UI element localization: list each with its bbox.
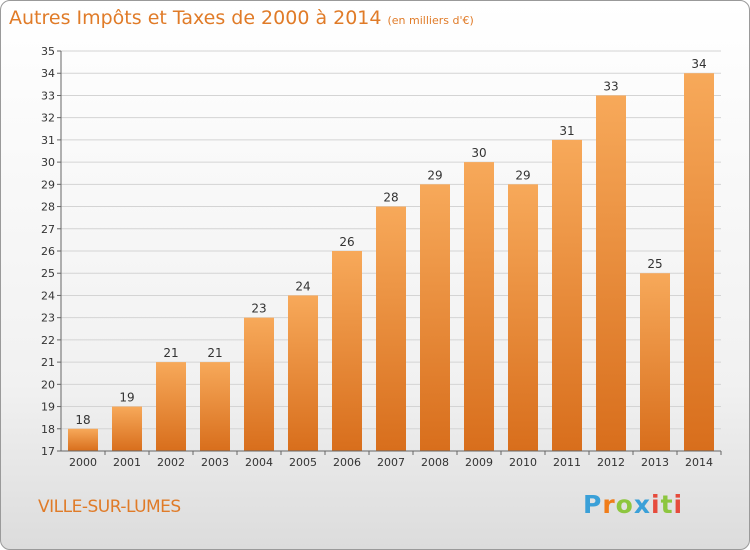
bar-value-label: 18 [75,413,90,427]
y-tick-label: 26 [41,245,55,258]
bar-2006 [332,251,362,451]
y-tick-label: 33 [41,89,55,102]
bar-value-label: 30 [471,146,486,160]
x-tick-label: 2007 [377,456,405,469]
y-tick-label: 28 [41,201,55,214]
bar-value-label: 33 [603,79,618,93]
y-tick-label: 31 [41,134,55,147]
y-tick-label: 25 [41,267,55,280]
y-tick-label: 27 [41,223,55,236]
bar-value-label: 19 [119,391,134,405]
y-tick-label: 21 [41,356,55,369]
bar-2012 [596,95,626,451]
bar-2007 [376,206,406,451]
bar-2013 [640,273,670,451]
bars: 18 19 21 21 23 24 26 28 29 30 29 31 33 25 34 [68,57,714,452]
bar-2005 [288,295,318,451]
y-tick-label: 18 [41,423,55,436]
x-tick-label: 2005 [289,456,317,469]
title-unit: (en milliers d'€) [387,14,474,27]
bar-2002 [156,362,186,451]
y-tick-label: 19 [41,401,55,414]
chart-title: Autres Impôts et Taxes de 2000 à 2014 (en… [9,7,474,29]
x-axis: 2000 2001 2002 2003 2004 2005 2006 2007 2008 2009… [61,450,722,469]
bar-2008 [420,184,450,452]
bar-2014 [684,73,714,451]
bar-value-label: 34 [691,57,706,71]
x-tick-label: 2014 [685,456,713,469]
city-name: VILLE-SUR-LUMES [38,497,181,517]
proxiti-logo: Proxiti [583,490,684,519]
x-tick-label: 2003 [201,456,229,469]
y-tick-label: 22 [41,334,55,347]
x-tick-label: 2011 [553,456,581,469]
bar-value-label: 29 [427,168,442,182]
y-tick-label: 23 [41,312,55,325]
y-tick-label: 32 [41,112,55,125]
bar-2010 [508,184,538,452]
x-tick-label: 2006 [333,456,361,469]
bar-2000 [68,428,98,451]
bar-value-label: 25 [647,257,662,271]
y-tick-label: 24 [41,289,55,302]
bar-value-label: 23 [251,302,266,316]
bar-value-label: 26 [339,235,354,249]
y-tick-label: 29 [41,178,55,191]
x-tick-label: 2009 [465,456,493,469]
bar-2004 [244,317,274,451]
x-tick-label: 2010 [509,456,537,469]
y-tick-label: 17 [41,445,55,458]
bar-2003 [200,362,230,451]
bar-value-label: 29 [515,168,530,182]
y-tick-label: 20 [41,378,55,391]
x-tick-label: 2008 [421,456,449,469]
bar-value-label: 28 [383,191,398,205]
x-tick-label: 2000 [69,456,97,469]
y-axis: 17 18 19 20 21 22 23 24 25 26 27 28 29 30 31 32 33 34 35 [41,45,62,458]
x-tick-label: 2001 [113,456,141,469]
bar-2009 [464,162,494,451]
bar-value-label: 21 [163,346,178,360]
y-tick-label: 34 [41,67,55,80]
bar-value-label: 24 [295,279,310,293]
x-tick-label: 2013 [641,456,669,469]
x-tick-label: 2002 [157,456,185,469]
bar-2011 [552,139,582,451]
bar-2001 [112,406,142,451]
y-tick-label: 30 [41,156,55,169]
title-text: Autres Impôts et Taxes de 2000 à 2014 [9,7,382,29]
x-tick-label: 2004 [245,456,273,469]
x-tick-label: 2012 [597,456,625,469]
bar-value-label: 21 [207,346,222,360]
bar-value-label: 31 [559,124,574,138]
y-tick-label: 35 [41,45,55,58]
